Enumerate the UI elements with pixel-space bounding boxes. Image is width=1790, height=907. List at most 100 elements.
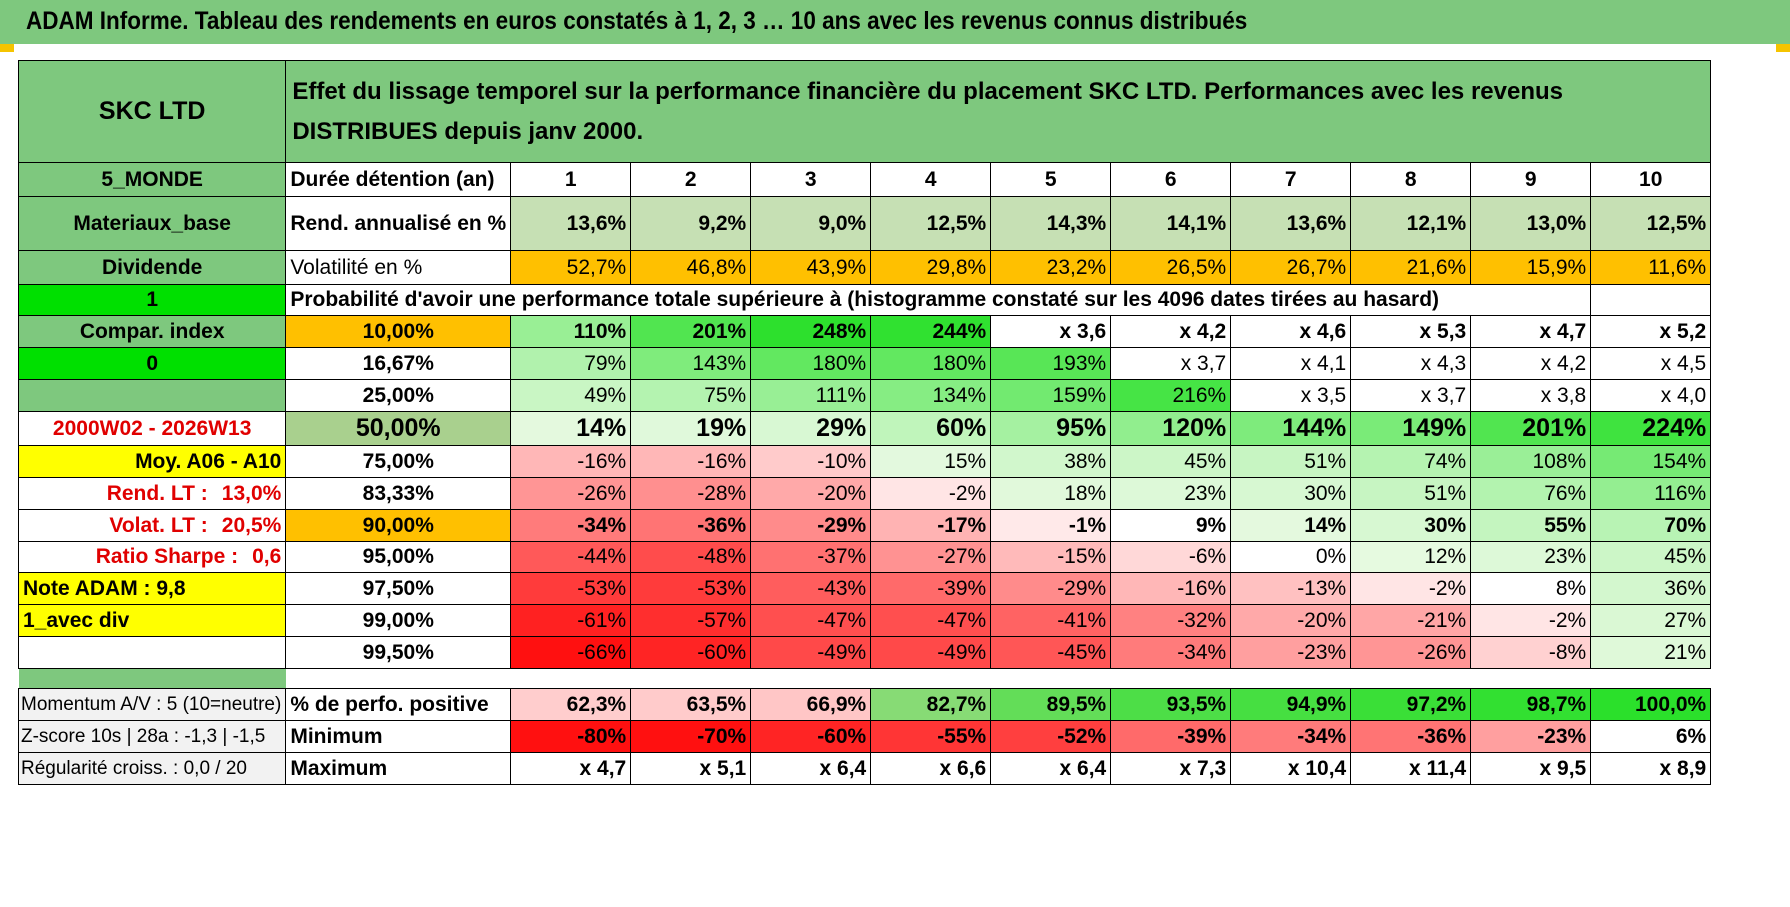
corner-marker-left [0, 44, 14, 52]
volatility-value: 23,2% [990, 250, 1112, 285]
min-value: -36% [1350, 720, 1472, 753]
performance-value: x 3,7 [1110, 347, 1232, 380]
maximum-row: Régularité croiss. : 0,0 / 20 Maximum x 4,… [17, 752, 1712, 785]
performance-value: -16% [630, 445, 752, 478]
spacer-row [18, 668, 1711, 689]
performance-value: 70% [1590, 509, 1712, 542]
positive-rate-row: Momentum A/V : 5 (10=neutre)% de perfo. … [17, 688, 1712, 721]
volatility-value: 26,7% [1230, 250, 1352, 285]
max-value: x 8,9 [1590, 752, 1712, 785]
performance-value: -20% [1230, 604, 1352, 637]
performance-value: 111% [750, 379, 872, 412]
performance-value: -39% [870, 572, 992, 605]
annualized-return-label: Rend. annualisé en % [285, 196, 512, 251]
table-description: Effet du lissage temporel sur la perform… [285, 60, 1712, 163]
performance-value: 134% [870, 379, 992, 412]
performance-value: 76% [1470, 477, 1592, 510]
performance-value: x 3,8 [1470, 379, 1592, 412]
performance-value: 60% [870, 411, 992, 446]
year-header: 8 [1350, 162, 1472, 197]
volatility-value: 15,9% [1470, 250, 1592, 285]
performance-value: 8% [1470, 572, 1592, 605]
performance-value: -53% [630, 572, 752, 605]
performance-value: 79% [510, 347, 632, 380]
min-value: -80% [510, 720, 632, 753]
pos-value: 93,5% [1110, 688, 1232, 721]
income-label: Dividende [17, 250, 287, 285]
performance-value: -29% [750, 509, 872, 542]
annualized-return-value: 13,6% [1230, 196, 1352, 251]
pos-value: 98,7% [1470, 688, 1592, 721]
performance-value: 74% [1350, 445, 1472, 478]
performance-value: x 4,6 [1230, 315, 1352, 348]
performance-value: x 4,5 [1590, 347, 1712, 380]
performance-value: 193% [990, 347, 1112, 380]
annualized-return-value: 12,5% [870, 196, 992, 251]
performance-value: x 5,2 [1590, 315, 1712, 348]
max-value: x 6,6 [870, 752, 992, 785]
pos-value: 63,5% [630, 688, 752, 721]
annualized-return-value: 14,1% [1110, 196, 1232, 251]
probability-threshold: 10,00% [285, 315, 512, 348]
min-value: -70% [630, 720, 752, 753]
performance-value: -47% [750, 604, 872, 637]
performance-value: 116% [1590, 477, 1712, 510]
performance-value: -16% [1110, 572, 1232, 605]
volatility-value: 29,8% [870, 250, 992, 285]
performance-value: x 5,3 [1350, 315, 1472, 348]
max-value: x 11,4 [1350, 752, 1472, 785]
performance-value: 224% [1590, 411, 1712, 446]
annualized-return-row: Materiaux_base Rend. annualisé en % 13,6% 9… [17, 196, 1712, 251]
year-header: 7 [1230, 162, 1352, 197]
probability-row: 1_avec div 99,00% -61% -57% -47% -47% -41% -32%… [17, 604, 1712, 637]
performance-value: 18% [990, 477, 1112, 510]
performance-value: 143% [630, 347, 752, 380]
probability-threshold: 90,00% [285, 509, 512, 542]
spacer-empty [286, 669, 1711, 689]
annualized-return-value: 12,5% [1590, 196, 1712, 251]
probability-threshold: 25,00% [285, 379, 512, 412]
positive-rate-label: % de perfo. positive [285, 688, 512, 721]
probability-threshold: 83,33% [285, 477, 512, 510]
performance-value: -6% [1110, 541, 1232, 573]
corner-marker-right [1776, 44, 1790, 52]
volatility-value: 26,5% [1110, 250, 1232, 285]
sector-label: Materiaux_base [17, 196, 287, 251]
pos-value: 97,2% [1350, 688, 1472, 721]
probability-caption: Probabilité d'avoir une performance tota… [285, 284, 1592, 316]
performance-value: 19% [630, 411, 752, 446]
spacer-green [18, 668, 286, 689]
holding-period-row: 5_MONDE Durée détention (an) 1 2 3 4 5 6 7 8 9 10 [17, 162, 1712, 197]
year-header: 5 [990, 162, 1112, 197]
performance-value: -23% [1230, 636, 1352, 669]
performance-value: -32% [1110, 604, 1232, 637]
average-label: Moy. A06 - A10 [17, 445, 287, 478]
sharpe-ratio: Ratio Sharpe : 0,6 [17, 541, 287, 573]
performance-value: -61% [510, 604, 632, 637]
sharpe-ratio-label: Ratio Sharpe : [95, 545, 239, 568]
empty-cell [1590, 284, 1712, 316]
max-value: x 7,3 [1110, 752, 1232, 785]
performance-value: 110% [510, 315, 632, 348]
probability-threshold: 75,00% [285, 445, 512, 478]
volatility-value: 46,8% [630, 250, 752, 285]
dividend-mode: 1_avec div [17, 604, 287, 637]
max-value: x 4,7 [510, 752, 632, 785]
performance-value: 14% [1230, 509, 1352, 542]
performance-value: -57% [630, 604, 752, 637]
probability-threshold: 97,50% [285, 572, 512, 605]
performance-value: 248% [750, 315, 872, 348]
probability-row: Ratio Sharpe :0,6 95,00% -44% -48% -37% -27% -… [17, 541, 1712, 573]
probability-threshold: 99,50% [285, 636, 512, 669]
rend-lt: Rend. LT : 13,0% [17, 477, 287, 510]
probability-row: Rend. LT : 13,0% 83,33% -26% -28% -20% -2% 18% 2… [17, 477, 1712, 510]
performance-value: x 4,7 [1470, 315, 1592, 348]
performance-value: -34% [510, 509, 632, 542]
performance-value: 51% [1350, 477, 1472, 510]
performance-value: 244% [870, 315, 992, 348]
performance-value: -16% [510, 445, 632, 478]
performance-value: -17% [870, 509, 992, 542]
performance-value: -47% [870, 604, 992, 637]
fund-name: SKC LTD [17, 60, 287, 163]
annualized-return-value: 9,2% [630, 196, 752, 251]
